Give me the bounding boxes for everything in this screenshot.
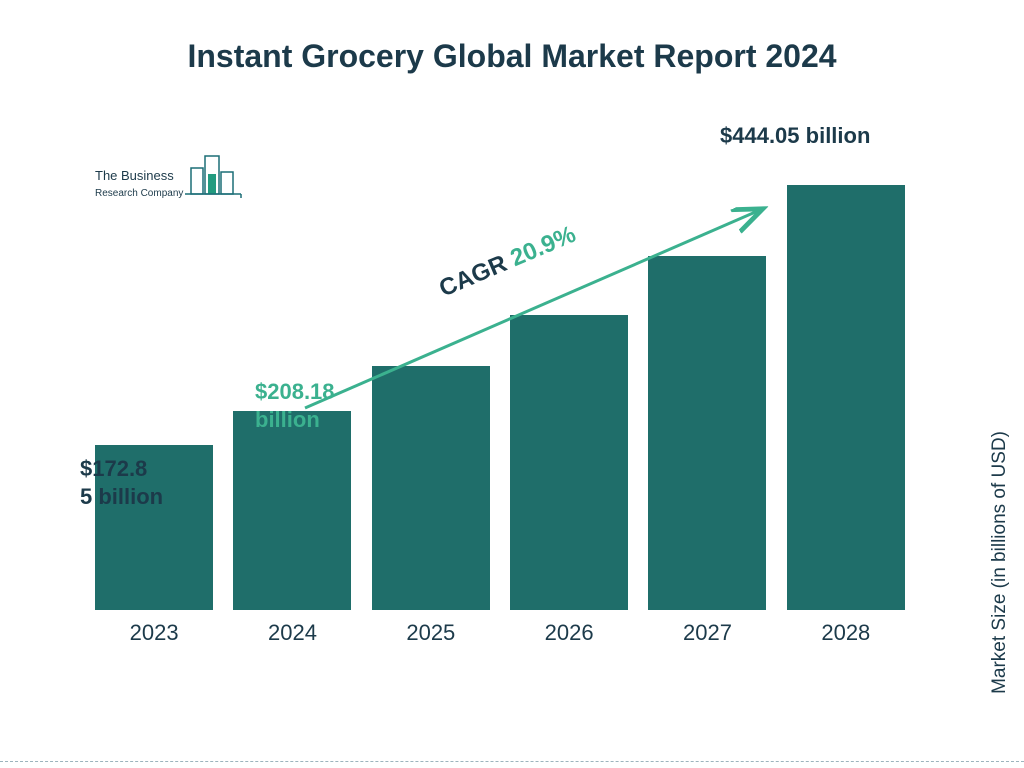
value-label: $172.85 billion bbox=[80, 455, 163, 510]
bar bbox=[372, 366, 490, 610]
chart-area: 2023 2024 2025 2026 2027 2028 bbox=[85, 160, 915, 650]
bar-group bbox=[777, 185, 915, 610]
bottom-dashed-divider bbox=[0, 761, 1024, 762]
value-label: $444.05 billion bbox=[720, 122, 870, 150]
x-axis-label: 2028 bbox=[786, 620, 906, 646]
chart-title: Instant Grocery Global Market Report 202… bbox=[0, 38, 1024, 75]
x-axis-label: 2026 bbox=[509, 620, 629, 646]
value-label: $208.18billion bbox=[255, 378, 335, 433]
y-axis-label: Market Size (in billions of USD) bbox=[989, 431, 1011, 694]
chart-container: Instant Grocery Global Market Report 202… bbox=[0, 0, 1024, 768]
x-axis-label: 2024 bbox=[233, 620, 353, 646]
x-axis-label: 2025 bbox=[371, 620, 491, 646]
bar bbox=[648, 256, 766, 610]
bar bbox=[510, 315, 628, 610]
bar bbox=[233, 411, 351, 610]
bar-group bbox=[223, 411, 361, 610]
bar-group bbox=[500, 315, 638, 610]
bar bbox=[787, 185, 905, 610]
bar-group bbox=[362, 366, 500, 610]
x-axis-label: 2023 bbox=[94, 620, 214, 646]
x-axis-labels: 2023 2024 2025 2026 2027 2028 bbox=[85, 610, 915, 650]
x-axis-label: 2027 bbox=[648, 620, 768, 646]
bar-group bbox=[638, 256, 776, 610]
bars-group bbox=[85, 160, 915, 610]
